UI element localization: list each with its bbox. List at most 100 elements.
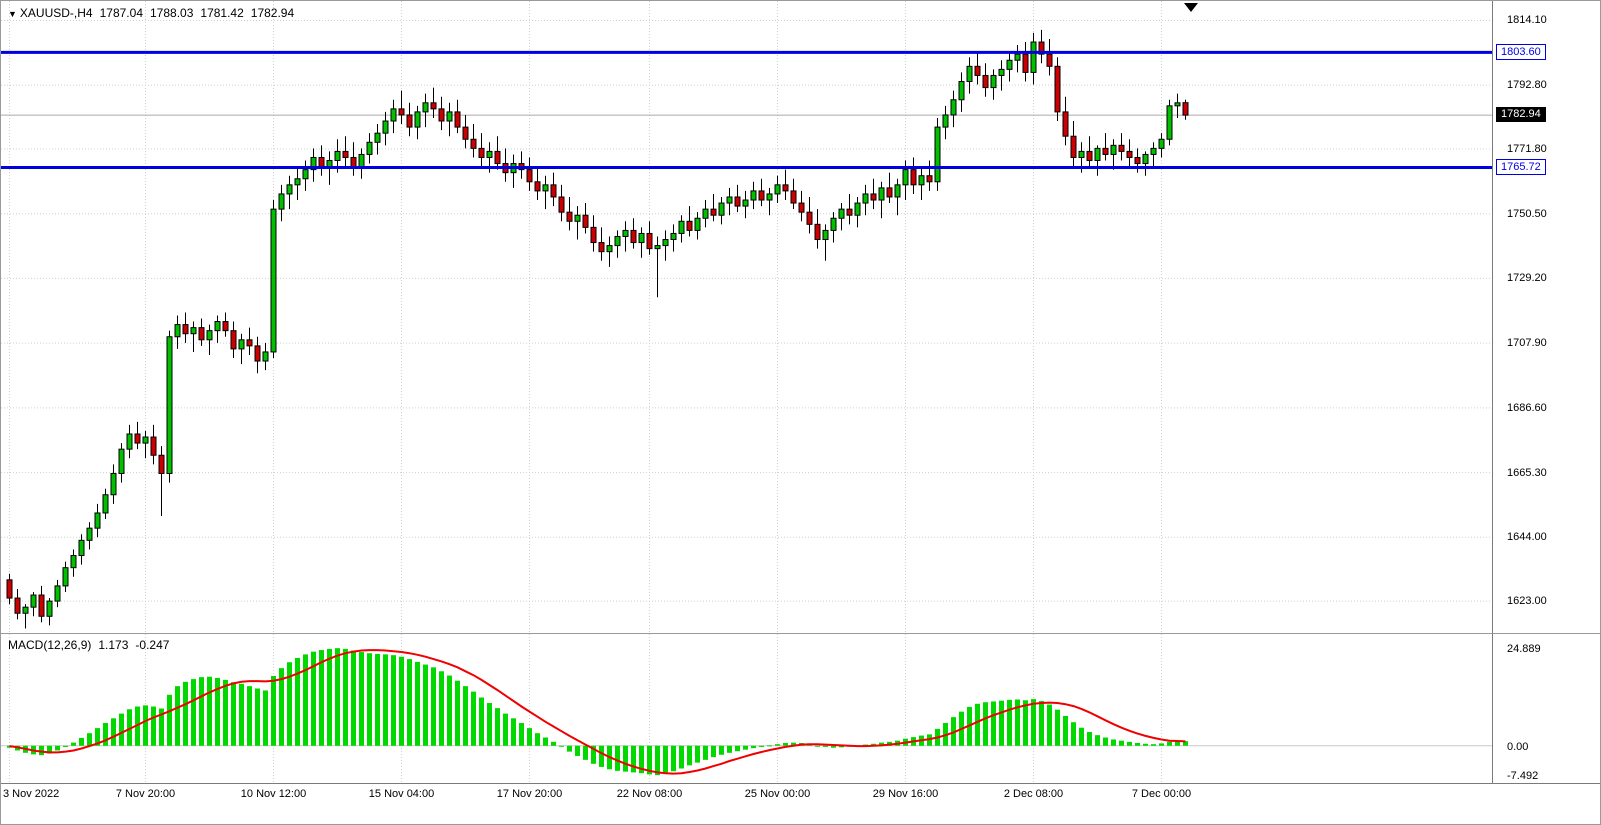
macd-histogram-bar — [1175, 741, 1180, 746]
candle-down — [470, 138, 477, 149]
candle-up — [94, 512, 101, 529]
macd-histogram-bar — [527, 728, 532, 746]
macd-histogram-bar — [343, 648, 348, 746]
candle-down — [910, 169, 917, 186]
macd-histogram-bar — [1055, 709, 1060, 746]
macd-histogram-bar — [751, 745, 756, 749]
macd-histogram-bar — [1023, 700, 1028, 746]
macd-histogram-bar — [735, 745, 740, 752]
macd-histogram-bar — [623, 745, 628, 772]
time-tick-label: 7 Nov 20:00 — [115, 788, 176, 800]
candlestick-chart[interactable] — [1, 1, 1492, 633]
macd-histogram-bar — [95, 728, 100, 746]
candle-up — [190, 327, 197, 335]
macd-histogram-bar — [999, 700, 1004, 746]
candle-down — [478, 147, 485, 158]
candle-up — [110, 472, 117, 496]
macd-axis[interactable]: 24.889 0.00 -7.492 — [1492, 633, 1600, 783]
macd-signal-value: -0.247 — [135, 638, 170, 652]
price-tick-label: 1750.50 — [1507, 207, 1547, 220]
candle-up — [1174, 102, 1181, 107]
candle-up — [942, 114, 949, 128]
macd-histogram-bar — [135, 706, 140, 746]
macd-histogram-bar — [199, 677, 204, 746]
candle-up — [1150, 147, 1157, 155]
candle-down — [198, 327, 205, 341]
macd-histogram-bar — [1111, 739, 1116, 746]
macd-histogram-bar — [655, 745, 660, 776]
candle-up — [294, 178, 301, 186]
macd-histogram-bar — [559, 745, 564, 747]
candle-up — [174, 324, 181, 338]
macd-histogram-bar — [759, 745, 764, 747]
candlestick-chart-canvas[interactable] — [1, 1, 1492, 633]
macd-histogram-bar — [295, 657, 300, 746]
candle-up — [270, 208, 277, 353]
candle-up — [166, 336, 173, 474]
macd-histogram-bar — [583, 745, 588, 760]
macd-histogram-bar — [87, 733, 92, 746]
macd-histogram-bar — [1039, 701, 1044, 746]
candle-up — [22, 606, 29, 614]
macd-indicator-header: MACD(12,26,9) 1.173 -0.247 — [8, 638, 176, 652]
open-value: 1787.04 — [99, 6, 143, 20]
macd-histogram-bar — [487, 703, 492, 746]
candle-down — [646, 232, 653, 250]
candle-up — [750, 190, 757, 201]
macd-histogram-bar — [639, 745, 644, 774]
macd-histogram-bar — [591, 745, 596, 764]
candle-down — [782, 184, 789, 192]
macd-histogram-bar — [503, 713, 508, 746]
shift-end-marker-icon[interactable] — [1184, 3, 1198, 12]
time-axis[interactable]: 3 Nov 2022 7 Nov 20:00 10 Nov 12:00 15 Nov … — [1, 783, 1600, 824]
candle-up — [1094, 147, 1101, 162]
candle-up — [774, 184, 781, 195]
macd-histogram-bar — [711, 745, 716, 758]
candle-down — [1118, 144, 1125, 152]
macd-histogram-bar — [495, 708, 500, 746]
candle-up — [390, 108, 397, 122]
candle-up — [46, 600, 53, 617]
candle-up — [262, 351, 269, 362]
chart-ohlc-header: ▼ XAUUSD-,H4 1787.04 1788.03 1781.42 1782.94 — [8, 6, 301, 20]
macd-main-value: 1.173 — [98, 638, 129, 652]
macd-histogram-bar — [839, 745, 844, 748]
candle-up — [102, 494, 109, 514]
candle-up — [662, 239, 669, 247]
macd-histogram-bar — [551, 741, 556, 746]
price-axis[interactable]: 1814.10 1792.80 1771.80 1750.50 1729.20 1707.… — [1492, 1, 1600, 633]
high-value: 1788.03 — [150, 6, 194, 20]
macd-histogram-bar — [687, 745, 692, 766]
macd-histogram-bar — [775, 744, 780, 746]
macd-histogram-bar — [319, 650, 324, 746]
macd-histogram-bar — [1151, 744, 1156, 746]
symbol-dropdown-icon[interactable]: ▼ — [8, 9, 17, 19]
macd-histogram-bar — [615, 745, 620, 771]
macd-histogram-bar — [383, 654, 388, 746]
macd-histogram-bar — [1015, 699, 1020, 746]
candle-down — [526, 169, 533, 183]
candle-down — [350, 156, 357, 168]
macd-histogram-bar — [471, 691, 476, 746]
candle-up — [990, 74, 997, 89]
macd-histogram-bar — [71, 742, 76, 746]
candle-up — [638, 232, 645, 244]
macd-histogram-bar — [831, 745, 836, 748]
macd-histogram-bar — [1143, 743, 1148, 746]
candle-down — [710, 208, 717, 216]
macd-panel[interactable] — [1, 633, 1492, 783]
macd-histogram-bar — [455, 680, 460, 746]
macd-histogram-bar — [1159, 743, 1164, 746]
candle-up — [358, 153, 365, 168]
macd-canvas[interactable] — [1, 634, 1492, 783]
candle-down — [406, 114, 413, 128]
macd-histogram-bar — [1183, 741, 1188, 746]
candle-down — [566, 211, 573, 222]
candle-up — [670, 232, 677, 241]
candle-up — [1158, 138, 1165, 149]
candle-up — [374, 132, 381, 143]
candle-up — [78, 539, 85, 557]
macd-histogram-bar — [63, 745, 68, 747]
candle-down — [886, 187, 893, 198]
